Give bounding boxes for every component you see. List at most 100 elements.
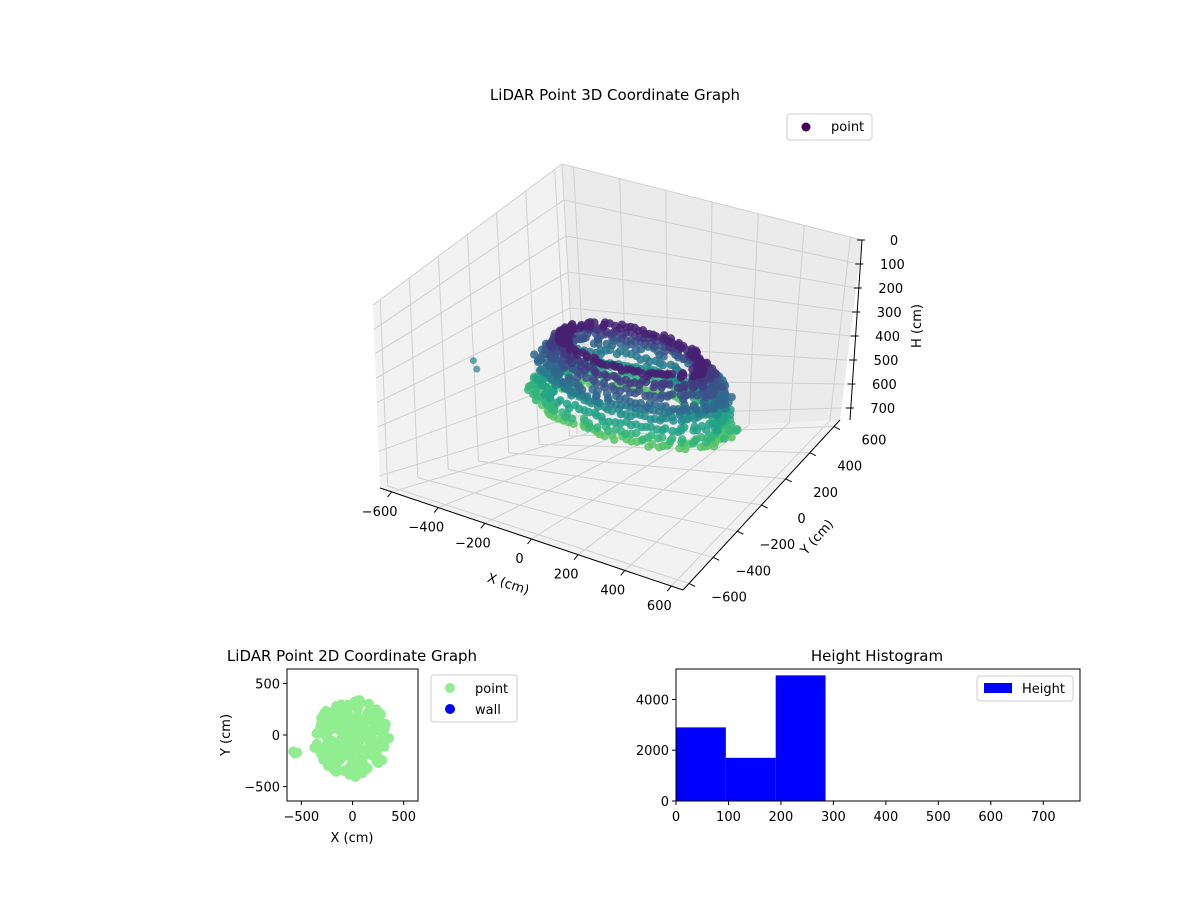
point-marker (577, 385, 587, 395)
point-marker-2d (352, 725, 363, 736)
legend-3d-frame (786, 113, 873, 141)
pane-floor (380, 420, 840, 590)
grid-line-left-y (408, 277, 419, 478)
y-tick-label-histogram: 2000 (636, 744, 669, 759)
grid-line-back-x (788, 225, 805, 423)
point-marker-outlier (469, 357, 477, 365)
point-marker (701, 392, 710, 402)
point-marker (533, 356, 543, 365)
x-tick-label-histogram: 400 (873, 810, 898, 825)
point-marker (577, 322, 586, 331)
point-marker (661, 402, 670, 411)
h-axis-line (849, 239, 863, 421)
grid-line-back-x (748, 213, 759, 425)
grid-line-left-y (379, 299, 389, 486)
y-tick-mark-3d (833, 426, 841, 430)
point-marker (650, 399, 659, 409)
legend-2d-point-label: point (475, 682, 508, 697)
point-marker (585, 422, 594, 432)
point-marker-2d (321, 705, 332, 716)
point-marker-2d (366, 745, 377, 756)
chart-2d: LiDAR Point 2D Coordinate Graph −500 0 500… (219, 647, 518, 846)
point-marker (548, 343, 557, 352)
point-marker (583, 392, 592, 401)
point-marker (689, 401, 699, 410)
x-tick-label-histogram: 300 (821, 810, 846, 825)
x-ticks-2d: −500 0 500 (283, 801, 416, 825)
y-tick-label-3d: −400 (735, 564, 771, 579)
point-marker (668, 434, 677, 443)
point-marker-outlier (473, 365, 481, 373)
x-tick-label-2d: −500 (283, 810, 319, 825)
legend-2d-wall-marker (445, 704, 455, 714)
point-marker (632, 428, 641, 438)
point-marker (553, 371, 562, 381)
y-tick-label-2d: 0 (272, 729, 280, 744)
y-tick-label-3d: −600 (711, 590, 747, 605)
chart-2d-title: LiDAR Point 2D Coordinate Graph (227, 647, 477, 665)
x-tick-label-histogram: 600 (978, 810, 1003, 825)
histogram-bar (725, 757, 776, 801)
point-marker (581, 365, 590, 375)
point-marker (709, 404, 719, 413)
h-tick-label-3d: 400 (875, 330, 900, 345)
grid-line-left-y (437, 256, 449, 470)
grid-line-left-y (467, 234, 479, 462)
point-marker-2d (379, 722, 390, 733)
x-tick-mark-3d (433, 507, 439, 513)
x-tick-label-3d: 400 (600, 583, 625, 598)
point-marker (648, 439, 657, 449)
point-marker (659, 331, 669, 340)
point-marker (657, 433, 667, 442)
point-marker (592, 379, 601, 388)
point-marker (650, 379, 660, 389)
x-tick-label-3d: −200 (455, 536, 491, 551)
point-marker (604, 417, 614, 427)
x-ticks-3d: −600 −400 −200 0 200 400 600 (362, 491, 672, 614)
point-marker (693, 391, 702, 400)
chart-3d: LiDAR Point 3D Coordinate Graph −600 −400… (362, 86, 925, 614)
point-marker (594, 370, 603, 379)
grid-line-floor-y (417, 477, 714, 558)
point-marker (720, 434, 729, 443)
y-ticks-histogram: 0 2000 4000 (636, 693, 676, 810)
y-tick-mark-3d (737, 530, 744, 535)
grid-line-back-x (829, 237, 851, 421)
point-marker (604, 426, 613, 435)
h-tick-label-3d: 300 (877, 306, 902, 321)
point-marker-2d (315, 722, 326, 733)
point-marker-2d (363, 698, 374, 709)
legend-3d-marker (801, 122, 811, 132)
point-marker (599, 322, 608, 332)
point-marker-2d (311, 738, 322, 749)
point-marker (582, 352, 592, 362)
y-ticks-2d: −500 0 500 (244, 677, 287, 796)
chart-3d-title: LiDAR Point 3D Coordinate Graph (490, 86, 740, 104)
x-tick-label-histogram: 200 (769, 810, 794, 825)
point-marker-2d (364, 715, 375, 726)
point-marker-2d (324, 746, 335, 757)
point-marker (582, 373, 591, 382)
y-tick-label-2d: −500 (244, 781, 280, 796)
point-marker-2d (319, 713, 329, 724)
h-axis-label-3d: H (cm) (910, 304, 925, 348)
point-marker-2d (363, 733, 374, 744)
grid-line-back-x (665, 190, 669, 430)
points-2d (288, 695, 395, 782)
point-marker-2d (338, 751, 349, 762)
point-marker (701, 402, 711, 412)
y-tick-label-2d: 500 (255, 677, 280, 692)
y-tick-label-3d: −200 (759, 538, 795, 553)
y-tick-mark-3d (761, 504, 768, 509)
point-marker (550, 406, 559, 415)
legend-histogram-frame (976, 675, 1074, 702)
point-marker (610, 435, 619, 444)
point-marker (668, 390, 677, 399)
h-ticks-3d: 0 100 200 300 400 500 600 700 (845, 234, 905, 417)
point-marker-2d (322, 732, 333, 743)
point-marker (697, 422, 707, 431)
point-marker (733, 425, 742, 434)
chart-histogram: Height Histogram 0 100 200 300 400 500 600 700 … (636, 647, 1081, 825)
h-tick-label-3d: 700 (870, 402, 895, 417)
